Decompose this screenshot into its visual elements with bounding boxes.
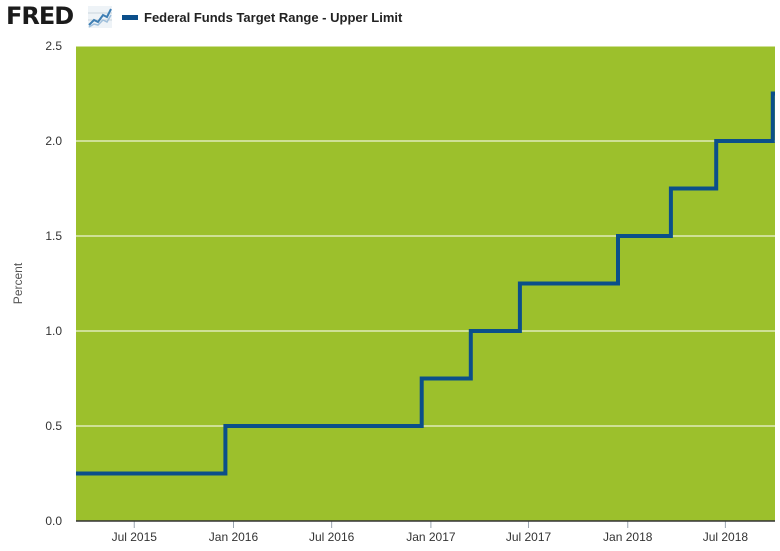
x-tick-label: Jul 2018	[703, 530, 749, 544]
x-axis-labels: Jul 2015 Jan 2016 Jul 2016 Jan 2017 Jul 2017…	[112, 530, 749, 544]
legend-swatch	[122, 14, 138, 20]
y-tick-label: 1.5	[45, 229, 62, 243]
x-tick-label: Jan 2018	[603, 530, 653, 544]
y-tick-label: 2.0	[45, 134, 62, 148]
plot-background	[76, 46, 775, 521]
y-tick-label: 0.0	[45, 514, 62, 528]
y-tick-label: 1.0	[45, 324, 62, 338]
x-tick-label: Jul 2017	[506, 530, 552, 544]
legend[interactable]: Federal Funds Target Range - Upper Limit	[122, 8, 402, 26]
chart-area: 0.00.51.01.52.02.5 Jul 2015 Jan 2016 Jul 2…	[11, 39, 775, 544]
x-tick-label: Jan 2016	[209, 530, 259, 544]
chart-header: FRED Federal Funds Target Range - Upper …	[0, 0, 780, 34]
x-axis-ticks	[133, 521, 726, 528]
x-tick-label: Jul 2016	[309, 530, 355, 544]
series-line[interactable]	[76, 91, 775, 476]
y-axis-labels: 0.0 0.5 1.0 1.5 2.0 2.5	[45, 39, 62, 528]
line-chart-icon	[88, 6, 112, 28]
y-tick-label: 0.5	[45, 419, 62, 433]
legend-label: Federal Funds Target Range - Upper Limit	[144, 9, 403, 25]
x-tick-label: Jan 2017	[406, 530, 456, 544]
x-tick-label: Jul 2015	[112, 530, 158, 544]
y-axis-title: Percent	[11, 262, 25, 304]
y-tick-label: 2.5	[45, 39, 62, 53]
fred-logo[interactable]: FRED	[6, 2, 74, 30]
